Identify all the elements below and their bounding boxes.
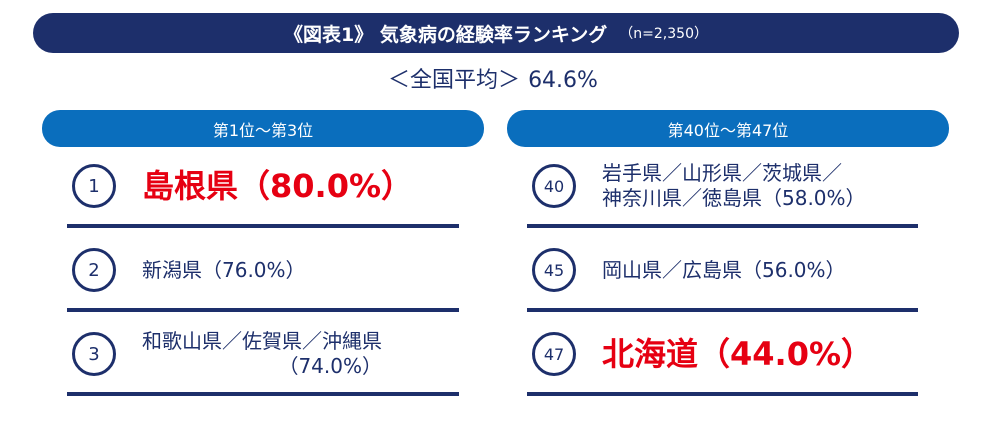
prefecture-label: 和歌山県／佐賀県／沖縄県 （74.0%） [142, 329, 382, 379]
prefecture-label: 新潟県（76.0%） [142, 258, 306, 283]
rank-badge: 1 [72, 164, 116, 208]
prefecture-label-line: 島根県（80.0%） [142, 167, 414, 205]
prefecture-label-line: 新潟県（76.0%） [142, 258, 306, 282]
national-average: ＜全国平均＞ 64.6% [0, 62, 986, 94]
prefecture-label-line: 和歌山県／佐賀県／沖縄県 [142, 329, 382, 353]
prefecture-label: 北海道（44.0%） [602, 334, 873, 374]
chart-title: 《図表1》 気象病の経験率ランキング [284, 23, 608, 46]
prefecture-label-line: 神奈川県／徳島県（58.0%） [602, 186, 866, 210]
prefecture-label: 島根県（80.0%） [142, 166, 413, 206]
ranking-row: 40 岩手県／山形県／茨城県／ 神奈川県／徳島県（58.0%） [527, 148, 918, 228]
rank-badge: 2 [72, 248, 116, 292]
average-value: 64.6% [528, 68, 598, 93]
ranking-row: 3 和歌山県／佐賀県／沖縄県 （74.0%） [67, 316, 459, 396]
prefecture-label-line: 北海道（44.0%） [602, 335, 874, 373]
rank-badge: 45 [532, 248, 576, 292]
prefecture-label: 岡山県／広島県（56.0%） [602, 258, 846, 283]
ranking-row: 45 岡山県／広島県（56.0%） [527, 232, 918, 312]
rank-badge: 40 [532, 164, 576, 208]
prefecture-label-line: （74.0%） [278, 354, 382, 378]
ranking-row: 1 島根県（80.0%） [67, 148, 459, 228]
prefecture-label-line: 岩手県／山形県／茨城県／ [602, 161, 842, 185]
rank-badge: 3 [72, 332, 116, 376]
right-column-header: 第40位～第47位 [507, 110, 949, 147]
prefecture-label: 岩手県／山形県／茨城県／ 神奈川県／徳島県（58.0%） [602, 161, 866, 211]
rank-badge: 47 [532, 332, 576, 376]
prefecture-label-line: 岡山県／広島県（56.0%） [602, 258, 846, 282]
average-label: ＜全国平均＞ [388, 68, 521, 93]
ranking-row: 2 新潟県（76.0%） [67, 232, 459, 312]
ranking-row: 47 北海道（44.0%） [527, 316, 918, 396]
left-column-header: 第1位～第3位 [42, 110, 484, 147]
chart-title-bar: 《図表1》 気象病の経験率ランキング （n=2,350） [33, 13, 959, 53]
sample-size: （n=2,350） [619, 26, 708, 42]
